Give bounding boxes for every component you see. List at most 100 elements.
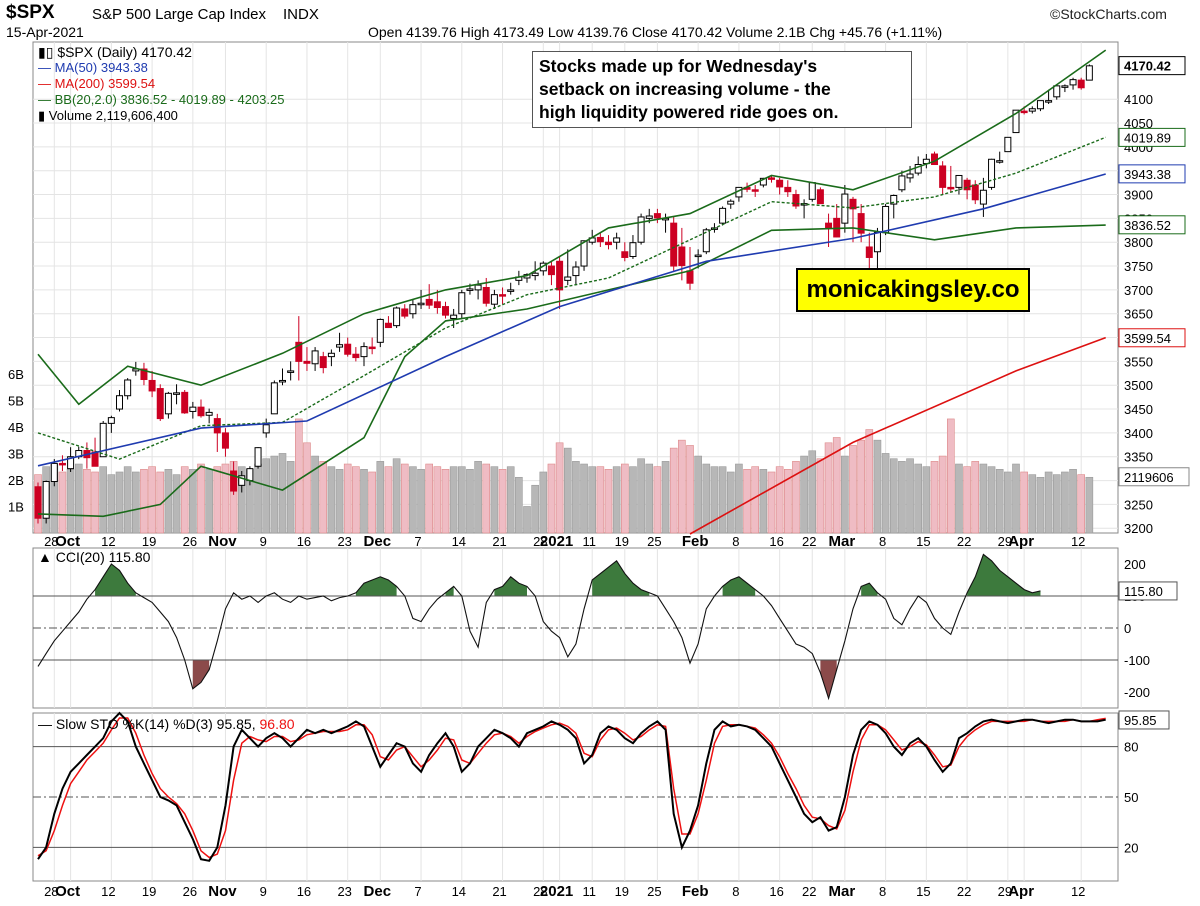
volume-bar <box>971 461 980 534</box>
right-value-box <box>1118 328 1186 348</box>
candle-icon: ▮▯ <box>38 44 58 60</box>
candle-body <box>678 246 686 267</box>
x-tick-label: 29 <box>998 534 1012 549</box>
candle-body <box>303 360 311 364</box>
volume-bar <box>531 484 539 534</box>
right-value-box <box>1118 215 1186 235</box>
x-tick-label: 28 <box>44 884 58 899</box>
price-tick-label: 3350 <box>1124 450 1153 465</box>
volume-bar <box>441 469 450 534</box>
x-tick-label: 15 <box>916 534 930 549</box>
price-tick-label: 3450 <box>1124 402 1153 417</box>
volume-bar <box>1085 476 1094 534</box>
candle-body <box>996 160 1004 163</box>
x-tick-label: 16 <box>769 534 783 549</box>
volume-bar <box>482 463 491 534</box>
candle-body <box>99 422 107 458</box>
volume-bar <box>930 461 939 534</box>
price-tick-label: 3400 <box>1124 426 1153 441</box>
volume-tick-label: 2B <box>8 473 24 488</box>
brand-label[interactable]: ©StockCharts.com <box>1050 6 1167 22</box>
candle-body <box>629 242 637 258</box>
price-tick-label: 3700 <box>1124 283 1153 298</box>
legend-volume: ▮ Volume 2,119,606,400 <box>38 108 284 124</box>
candle-body <box>482 287 490 304</box>
volume-bar <box>963 466 971 534</box>
candle-body <box>825 222 833 229</box>
x-tick-label: 25 <box>647 534 661 549</box>
volume-bar <box>759 469 768 534</box>
volume-bar <box>506 466 515 534</box>
volume-bar <box>474 461 482 534</box>
volume-bar <box>735 463 743 534</box>
candle-body <box>376 318 384 343</box>
volume-bar <box>449 466 458 534</box>
candle-body <box>393 307 401 327</box>
volume-bar <box>148 466 156 534</box>
volume-bar <box>172 474 181 534</box>
candle-body <box>336 344 344 348</box>
volume-bar <box>433 466 442 534</box>
cci-tick-label: -100 <box>1124 653 1150 668</box>
volume-bar <box>808 450 817 534</box>
x-tick-label: 12 <box>101 884 115 899</box>
right-value-label: 3943.38 <box>1124 167 1171 182</box>
candle-body <box>107 417 115 424</box>
candle-body <box>653 213 661 219</box>
candle-body <box>670 222 678 267</box>
candle-body <box>262 424 270 434</box>
candle-body <box>776 179 784 188</box>
volume-bar <box>384 466 393 534</box>
volume-bar <box>563 447 572 534</box>
volume-bar <box>1077 474 1085 534</box>
volume-bar <box>115 471 124 534</box>
volume-bar <box>286 461 295 534</box>
x-tick-label: Feb <box>682 883 709 900</box>
ma200-line <box>689 336 1106 535</box>
price-candles <box>34 64 1093 524</box>
volume-bar <box>425 463 434 534</box>
candle-body <box>531 272 539 277</box>
candle-body <box>890 194 898 205</box>
cci-positive-fill <box>494 576 527 596</box>
candle-body <box>124 379 132 397</box>
volume-bar <box>58 471 67 534</box>
candle-body <box>352 353 360 359</box>
x-tick-label: 8 <box>732 534 739 549</box>
candle-body <box>197 406 205 417</box>
chart-date: 15-Apr-2021 <box>6 24 84 40</box>
candle-body <box>409 304 417 315</box>
candle-body <box>458 292 466 315</box>
candle-body <box>882 205 890 234</box>
volume-bar <box>360 469 368 534</box>
volume-bar <box>718 466 727 534</box>
annotation-box: Stocks made up for Wednesday's setback o… <box>532 51 912 128</box>
cci-positive-fill <box>967 554 1041 596</box>
volume-bar <box>572 461 580 534</box>
candle-body <box>873 231 881 253</box>
volume-bar <box>140 469 148 534</box>
volume-bar <box>343 463 352 534</box>
symbol-title: $SPX <box>6 2 55 23</box>
cci-positive-fill <box>355 576 397 596</box>
x-tick-label: 16 <box>297 534 311 549</box>
candle-body <box>450 314 458 319</box>
sto-right-label: 95.85 <box>1124 713 1157 728</box>
volume-bar <box>303 442 311 534</box>
price-tick-label: 3800 <box>1124 235 1153 250</box>
candle-body <box>580 240 588 267</box>
candle-body <box>368 346 376 350</box>
price-tick-label: 3500 <box>1124 378 1153 393</box>
candle-body <box>759 177 767 186</box>
x-tick-label: Apr <box>1008 533 1034 550</box>
sto-k-line <box>37 711 1106 862</box>
volume-bar <box>376 461 385 534</box>
volume-tick-label: 3B <box>8 446 24 461</box>
volume-bar <box>1020 471 1028 534</box>
x-tick-label: 14 <box>452 884 466 899</box>
bb-upper-line <box>37 49 1107 406</box>
volume-bar <box>352 466 360 534</box>
volume-bar <box>849 445 857 534</box>
